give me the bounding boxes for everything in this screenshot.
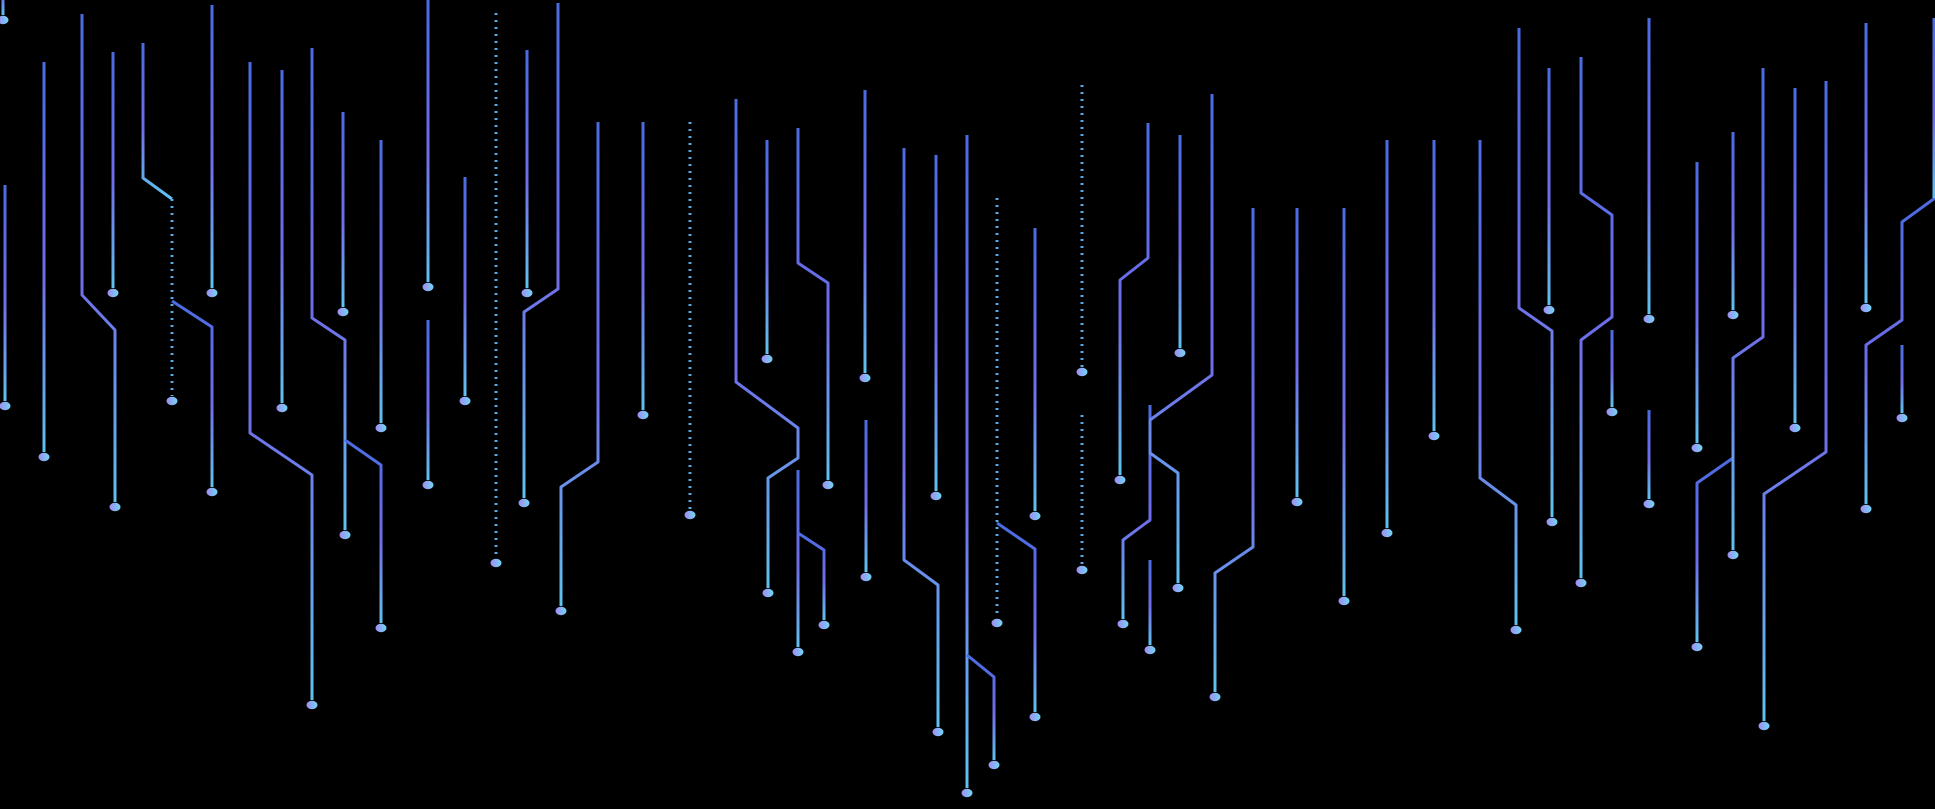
line-end-dot	[1114, 475, 1126, 485]
circuit-line	[1762, 81, 1828, 721]
line-end-dot	[637, 410, 649, 420]
line-end-dot	[109, 502, 121, 512]
circuit-line	[171, 299, 214, 487]
line-end-dot	[422, 282, 434, 292]
line-end-dot	[1117, 619, 1129, 629]
circuit-line	[902, 148, 940, 727]
circuit-line	[1695, 456, 1734, 642]
line-end-dot	[521, 288, 533, 298]
line-end-dot	[988, 760, 1000, 770]
line-end-dot	[761, 354, 773, 364]
line-end-dot	[337, 307, 349, 317]
line-end-dot	[1727, 550, 1739, 560]
line-end-dot	[1029, 511, 1041, 521]
line-end-dot	[1606, 407, 1618, 417]
circuit-line	[1118, 123, 1150, 475]
line-end-dot	[1209, 692, 1221, 702]
circuit-line	[797, 531, 826, 620]
circuit-line	[1478, 140, 1518, 625]
line-end-dot	[991, 618, 1003, 628]
line-end-dot	[0, 401, 11, 411]
circuit-line	[966, 653, 996, 760]
line-end-dot	[1860, 504, 1872, 514]
line-end-dot	[1758, 721, 1770, 731]
line-end-dot	[38, 452, 50, 462]
line-end-dot	[822, 480, 834, 490]
circuit-line	[80, 14, 117, 502]
line-end-dot	[1076, 367, 1088, 377]
circuit-line	[522, 3, 560, 498]
line-end-dot	[1691, 642, 1703, 652]
line-end-dot	[555, 606, 567, 616]
circuit-line	[248, 62, 314, 700]
line-end-dot	[206, 288, 218, 298]
line-end-dot	[490, 558, 502, 568]
line-end-dot	[206, 487, 218, 497]
line-end-dot	[1691, 443, 1703, 453]
line-end-dot	[762, 588, 774, 598]
line-end-dot	[1172, 583, 1184, 593]
line-end-dot	[1291, 497, 1303, 507]
line-end-dot	[930, 491, 942, 501]
circuit-line	[1121, 405, 1152, 619]
line-end-dot	[459, 396, 471, 406]
line-end-dot	[859, 373, 871, 383]
circuit-line	[310, 48, 347, 530]
line-end-dot	[375, 623, 387, 633]
line-end-dot	[1896, 413, 1908, 423]
circuit-line	[996, 521, 1037, 712]
line-end-dot	[276, 403, 288, 413]
line-end-dot	[1144, 645, 1156, 655]
line-end-dot	[1381, 528, 1393, 538]
circuit-line	[344, 438, 383, 623]
circuit-line	[559, 122, 600, 606]
line-end-dot	[1076, 565, 1088, 575]
line-end-dot	[1510, 625, 1522, 635]
line-end-dot	[375, 423, 387, 433]
line-end-dot	[1643, 499, 1655, 509]
line-end-dot	[1789, 423, 1801, 433]
circuit-line	[1517, 28, 1554, 517]
line-end-dot	[1546, 517, 1558, 527]
line-end-dot	[1860, 303, 1872, 313]
line-end-dot	[860, 572, 872, 582]
line-end-dot	[932, 727, 944, 737]
circuit-line	[796, 128, 830, 480]
line-end-dot	[1174, 348, 1186, 358]
line-end-dot	[306, 700, 318, 710]
line-end-dot	[792, 647, 804, 657]
line-end-dot	[1338, 596, 1350, 606]
line-end-dot	[1575, 578, 1587, 588]
line-end-dot	[0, 15, 9, 25]
circuit-line	[1731, 68, 1765, 550]
line-end-dot	[166, 396, 178, 406]
line-end-dot	[961, 788, 973, 798]
circuit-line	[734, 99, 800, 588]
line-end-dot	[818, 620, 830, 630]
circuit-line	[141, 43, 173, 201]
circuit-line	[1864, 196, 1935, 504]
circuit-line	[1213, 208, 1255, 692]
line-end-dot	[339, 530, 351, 540]
line-end-dot	[1543, 305, 1555, 315]
circuit-line	[1148, 94, 1214, 583]
line-end-dot	[1029, 712, 1041, 722]
line-end-dot	[518, 498, 530, 508]
line-end-dot	[1727, 310, 1739, 320]
line-end-dot	[684, 510, 696, 520]
line-end-dot	[107, 288, 119, 298]
line-end-dot	[1428, 431, 1440, 441]
line-end-dot	[422, 480, 434, 490]
line-end-dot	[1643, 314, 1655, 324]
circuit-line	[1579, 57, 1614, 578]
